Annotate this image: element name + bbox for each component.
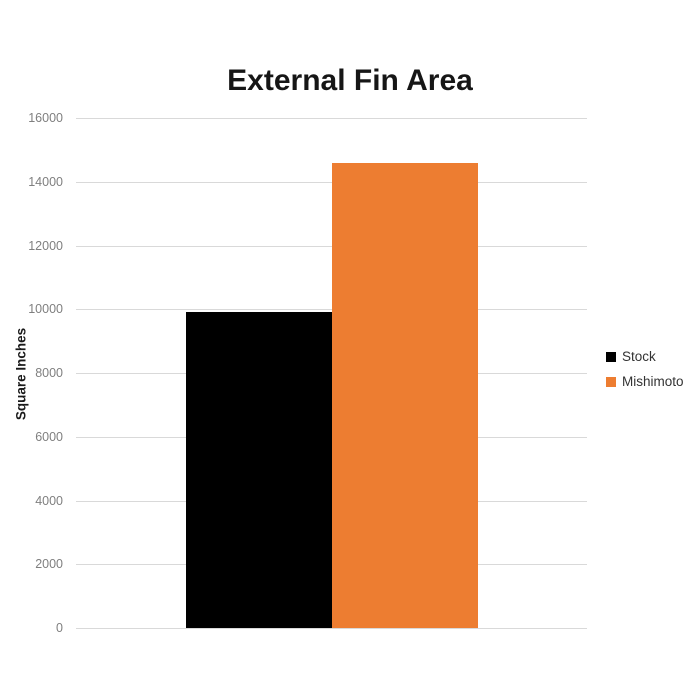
y-tick-label-12000: 12000: [28, 238, 63, 253]
y-tick-label-8000: 8000: [35, 366, 63, 380]
legend-label: Mishimoto: [622, 374, 684, 389]
chart-title: External Fin Area: [227, 64, 473, 97]
y-tick-label-14000: 14000: [28, 174, 63, 189]
legend-swatch-icon: [606, 351, 616, 362]
gridline-16000: [76, 118, 587, 119]
y-tick-label-10000: 10000: [28, 302, 63, 317]
legend-label: Stock: [622, 349, 656, 364]
y-tick-label-4000: 4000: [35, 493, 63, 508]
gridline-0: [76, 628, 587, 629]
bar-mishimoto: [331, 162, 478, 628]
y-tick-label-16000: 16000: [28, 111, 63, 125]
y-tick-label-6000: 6000: [35, 429, 63, 444]
legend-item-mishimoto: Mishimoto: [606, 374, 684, 389]
y-axis-title: Square Inches: [13, 327, 29, 421]
y-tick-label-2000: 2000: [35, 557, 63, 572]
bar-stock: [185, 312, 332, 628]
legend-swatch-icon: [606, 376, 616, 387]
legend: Stock Mishimoto: [606, 349, 684, 389]
y-tick-label-0: 0: [56, 621, 63, 635]
legend-item-stock: Stock: [606, 349, 684, 364]
